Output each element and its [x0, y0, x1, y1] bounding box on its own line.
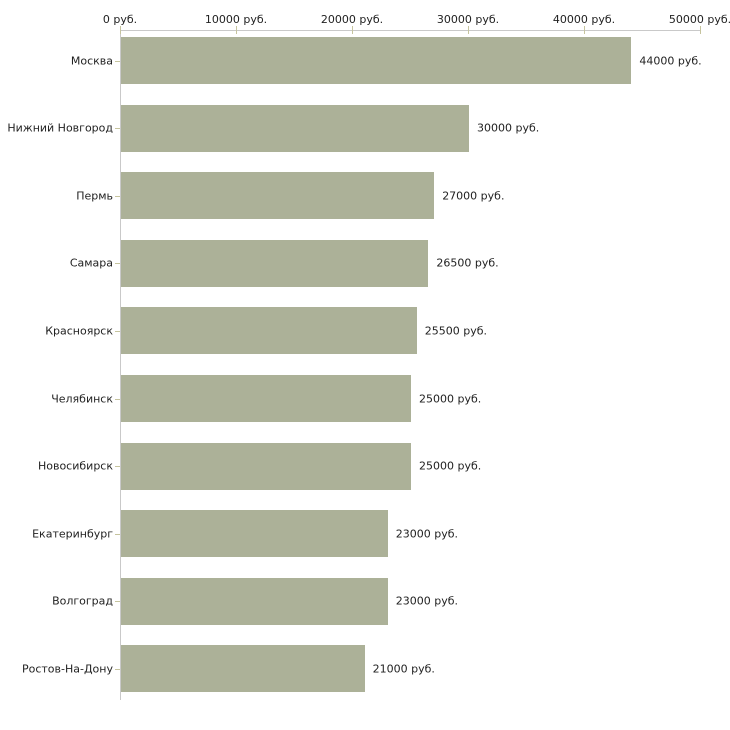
x-axis-tick-label: 30000 руб.	[436, 13, 500, 26]
category-label: Красноярск	[45, 324, 113, 338]
bar-3	[121, 172, 435, 220]
x-axis-tick-mark	[120, 26, 121, 34]
bar-value-label: 44000 руб.	[639, 54, 702, 67]
category-label: Новосибирск	[37, 459, 113, 473]
category-label: Ростов-На-Дону	[21, 662, 113, 676]
x-axis-tick-label: 20000 руб.	[320, 13, 384, 26]
category-label: Пермь	[76, 189, 113, 203]
x-axis-line	[120, 30, 701, 31]
y-axis-tick-mark	[115, 263, 120, 264]
x-axis-tick-mark	[700, 26, 701, 34]
y-axis-tick-mark	[115, 669, 120, 670]
bar-value-label: 21000 руб.	[372, 662, 435, 676]
bar-7	[121, 442, 411, 490]
bar-value-label: 23000 руб.	[395, 527, 459, 541]
y-axis-tick-mark	[115, 196, 120, 197]
x-axis-tick-mark	[236, 26, 237, 34]
x-axis-tick-label: 0 руб.	[102, 13, 138, 26]
y-axis-tick-mark	[115, 466, 120, 467]
bar-value-label: 23000 руб.	[395, 594, 459, 608]
x-axis-tick-label: 40000 руб.	[552, 13, 616, 26]
bar-value-label: 27000 руб.	[442, 189, 505, 203]
category-label: Волгоград	[52, 594, 113, 608]
bar-4	[121, 239, 429, 287]
y-axis-tick-mark	[115, 331, 120, 332]
category-label: Челябинск	[51, 392, 113, 405]
bar-2	[121, 104, 469, 152]
category-label: Нижний Новгород	[7, 121, 113, 135]
bar-8	[121, 510, 388, 558]
bar-10	[121, 645, 365, 693]
bar-9	[121, 577, 388, 625]
bar-6	[121, 375, 411, 422]
y-axis-tick-mark	[115, 61, 120, 62]
x-axis-tick-label: 50000 руб.	[668, 13, 730, 26]
bar-5	[121, 307, 417, 355]
bar-value-label: 25000 руб.	[419, 392, 482, 405]
x-axis-tick-mark	[352, 26, 353, 34]
x-axis-tick-mark	[584, 26, 585, 34]
y-axis-tick-mark	[115, 601, 120, 602]
bar-value-label: 25500 руб.	[424, 324, 488, 338]
category-label: Самара	[69, 256, 113, 270]
bar-value-label: 25000 руб.	[419, 459, 482, 473]
y-axis-tick-mark	[115, 399, 120, 400]
category-label: Екатеринбург	[32, 527, 113, 541]
y-axis-tick-mark	[115, 534, 120, 535]
bar-value-label: 26500 руб.	[436, 256, 499, 270]
x-axis-tick-label: 10000 руб.	[204, 13, 268, 26]
bar-1	[121, 37, 632, 84]
x-axis-tick-mark	[468, 26, 469, 34]
y-axis-tick-mark	[115, 128, 120, 129]
y-axis-line	[120, 30, 121, 700]
bar-value-label: 30000 руб.	[477, 121, 540, 135]
category-label: Москва	[70, 54, 113, 67]
